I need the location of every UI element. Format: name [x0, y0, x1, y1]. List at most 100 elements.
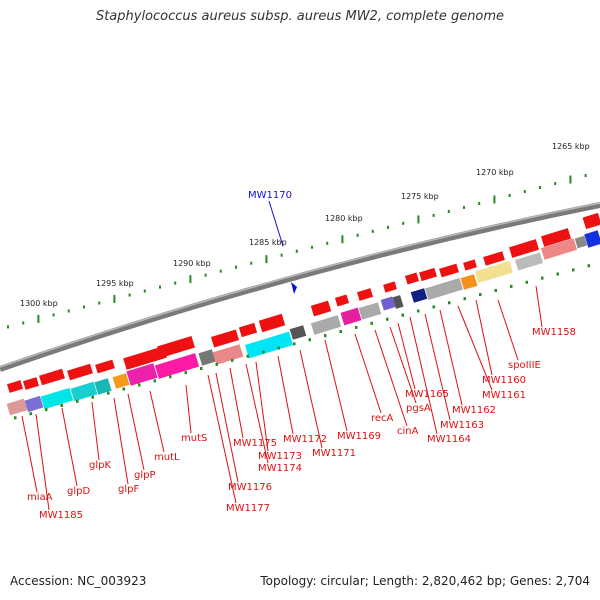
- scale-label-1285: 1285 kbp: [249, 238, 287, 247]
- gene-block[interactable]: [584, 230, 600, 248]
- gene-block[interactable]: [40, 387, 74, 410]
- gene-block[interactable]: [383, 281, 397, 293]
- gene-block[interactable]: [380, 296, 396, 311]
- gene-block[interactable]: [541, 228, 571, 247]
- gene-block[interactable]: [157, 335, 195, 359]
- gene-block[interactable]: [6, 380, 24, 393]
- gene-block[interactable]: [126, 363, 158, 386]
- gene-block[interactable]: [70, 381, 98, 402]
- feature-dot: [587, 264, 590, 268]
- gene-label-spoiiie[interactable]: spoIIIE: [508, 360, 541, 371]
- scale-label-1300: 1300 kbp: [20, 299, 58, 308]
- gene-block[interactable]: [439, 263, 459, 278]
- gene-block[interactable]: [340, 307, 362, 326]
- gene-label-glpp[interactable]: glpP: [134, 470, 156, 481]
- gene-block[interactable]: [425, 277, 463, 301]
- gene-label-cina[interactable]: cinA: [397, 426, 419, 437]
- gene-label-mutl[interactable]: mutL: [154, 452, 180, 463]
- gene-block[interactable]: [574, 235, 588, 249]
- gene-block[interactable]: [514, 252, 544, 271]
- scale-minor-tick: [356, 233, 359, 237]
- scale-minor-tick: [143, 289, 146, 293]
- gene-block[interactable]: [410, 288, 428, 303]
- feature-dot: [401, 313, 404, 317]
- gene-block[interactable]: [483, 251, 505, 266]
- gene-block[interactable]: [95, 359, 115, 374]
- gene-label-mw1160[interactable]: MW1160: [482, 375, 526, 386]
- gene-block[interactable]: [509, 239, 539, 258]
- gene-block[interactable]: [334, 294, 350, 307]
- gene-block[interactable]: [6, 398, 28, 416]
- scale-minor-tick: [174, 281, 177, 285]
- gene-label-mw1175[interactable]: MW1175: [233, 438, 277, 449]
- gene-label-mw1173[interactable]: MW1173: [258, 451, 302, 462]
- feature-dot: [262, 350, 265, 354]
- gene-block[interactable]: [540, 238, 578, 260]
- gene-label-mw1162[interactable]: MW1162: [452, 405, 496, 416]
- gene-block[interactable]: [358, 302, 382, 320]
- gene-block[interactable]: [356, 288, 374, 301]
- feature-dot: [184, 371, 187, 375]
- position-marker[interactable]: MW1170: [248, 190, 297, 294]
- leader-line: [91, 401, 100, 461]
- gene-block[interactable]: [212, 344, 244, 365]
- gene-block[interactable]: [404, 272, 420, 285]
- gene-label-mw1158[interactable]: MW1158: [532, 327, 576, 338]
- scale-minor-tick: [83, 305, 85, 309]
- gene-block[interactable]: [198, 349, 216, 366]
- gene-label-glpf[interactable]: glpF: [118, 484, 139, 495]
- gene-block[interactable]: [463, 259, 477, 271]
- gene-label-mw1172[interactable]: MW1172: [283, 434, 327, 445]
- gene-block[interactable]: [310, 300, 332, 317]
- gene-block[interactable]: [210, 329, 240, 348]
- gene-label-mw1176[interactable]: MW1176: [228, 482, 272, 493]
- feature-dot: [494, 288, 497, 292]
- gene-label-glpk[interactable]: glpK: [89, 460, 111, 471]
- scale-minor-tick: [250, 261, 253, 265]
- gene-block[interactable]: [67, 363, 93, 381]
- scale-major-tick: [417, 215, 420, 224]
- gene-label-mw1174[interactable]: MW1174: [258, 463, 302, 474]
- feature-dot: [91, 395, 94, 399]
- gene-label-pgsa[interactable]: pgsA: [406, 403, 431, 414]
- gene-block[interactable]: [244, 331, 294, 359]
- gene-block[interactable]: [582, 212, 600, 230]
- gene-label-mw1163[interactable]: MW1163: [440, 420, 484, 431]
- gene-label-mw1161[interactable]: MW1161: [482, 390, 526, 401]
- leader-line: [277, 355, 294, 435]
- scale-label-1270: 1270 kbp: [476, 168, 514, 177]
- gene-block[interactable]: [392, 295, 404, 309]
- scale-minor-tick: [67, 309, 70, 313]
- gene-block[interactable]: [310, 315, 342, 335]
- gene-label-mw1165[interactable]: MW1165: [405, 389, 449, 400]
- gene-block[interactable]: [475, 260, 513, 284]
- gene-block[interactable]: [24, 395, 44, 413]
- gene-block[interactable]: [258, 313, 286, 333]
- gene-block[interactable]: [112, 373, 130, 389]
- gene-label-mw1169[interactable]: MW1169: [337, 431, 381, 442]
- gene-label-mw1177[interactable]: MW1177: [226, 503, 270, 514]
- gene-label-mw1171[interactable]: MW1171: [312, 448, 356, 459]
- gene-label-mw1164[interactable]: MW1164: [427, 434, 471, 445]
- gene-block[interactable]: [419, 267, 437, 282]
- gene-label-reca[interactable]: recA: [371, 413, 394, 424]
- feature-dot: [370, 321, 373, 325]
- scale-minor-tick: [371, 229, 374, 233]
- gene-block[interactable]: [154, 353, 200, 379]
- gene-label-mw1185[interactable]: MW1185: [39, 510, 83, 521]
- gene-label-miaa[interactable]: miaA: [27, 492, 53, 503]
- leader-line: [497, 299, 519, 361]
- gene-block[interactable]: [460, 274, 478, 290]
- gene-block[interactable]: [39, 368, 65, 386]
- scale-minor-tick: [478, 201, 481, 205]
- leader-line: [113, 397, 129, 485]
- gene-label-muts[interactable]: mutS: [181, 433, 207, 444]
- gene-block[interactable]: [123, 346, 167, 370]
- gene-block[interactable]: [289, 325, 307, 340]
- gene-block[interactable]: [94, 378, 112, 395]
- gene-label-glpd[interactable]: glpD: [67, 486, 90, 497]
- scale-minor-tick: [402, 221, 405, 225]
- gene-labels: MW1158 spoIIIE MW1160 MW1161 MW1162 MW1163 MW1…: [27, 327, 576, 521]
- gene-block[interactable]: [22, 377, 40, 390]
- gene-block[interactable]: [238, 322, 258, 338]
